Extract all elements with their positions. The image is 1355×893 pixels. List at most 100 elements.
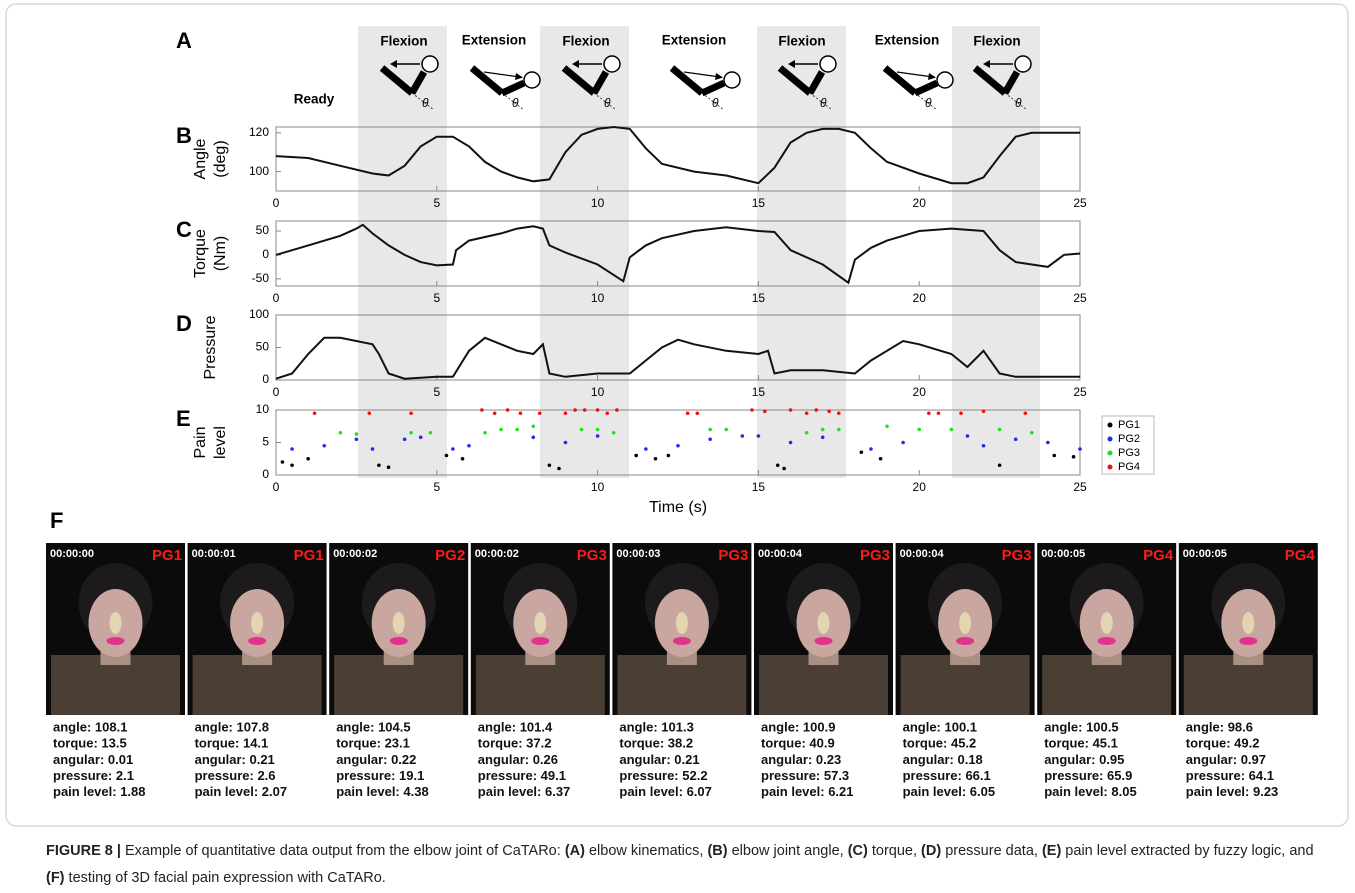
- data-point: [1023, 411, 1028, 416]
- frame-stat: angular: 0.95: [1044, 752, 1124, 767]
- force-arrow: [896, 71, 934, 78]
- mouth: [106, 637, 125, 645]
- x-tick-label: 5: [433, 385, 440, 399]
- caption-text: (F): [46, 870, 65, 886]
- nose: [251, 612, 264, 634]
- pain-group: PG3: [1002, 547, 1032, 564]
- data-point: [409, 411, 413, 416]
- x-axis-label: Time (s): [649, 499, 707, 516]
- flexion-band: [952, 26, 1040, 478]
- panel-label: B: [176, 123, 192, 148]
- frame-stat: pressure: 2.6: [195, 768, 276, 783]
- data-point: [1046, 440, 1050, 445]
- frame-stat: torque: 14.1: [195, 736, 269, 751]
- data-point: [505, 408, 510, 412]
- phase-label: Flexion: [380, 34, 427, 49]
- data-point: [936, 411, 941, 416]
- data-point: [756, 434, 761, 438]
- data-point: [483, 430, 487, 435]
- data-point: [460, 456, 465, 461]
- hand: [523, 71, 541, 89]
- data-point: [595, 408, 600, 412]
- legend-marker: [1107, 450, 1113, 456]
- data-point: [367, 411, 372, 416]
- data-point: [573, 408, 577, 412]
- pain-group: PG1: [152, 547, 182, 564]
- x-tick-label: 0: [273, 480, 280, 494]
- caption-text: FIGURE 8 |: [46, 843, 121, 859]
- data-point: [685, 411, 690, 416]
- caption-text: elbow joint angle,: [727, 843, 848, 859]
- arrow-head: [572, 60, 579, 68]
- panel-label: C: [176, 217, 192, 242]
- y-axis-label: (Nm): [212, 236, 229, 272]
- upper-arm: [469, 65, 505, 96]
- data-point: [518, 411, 523, 416]
- nose: [817, 612, 830, 634]
- frame-stat: angular: 0.18: [903, 752, 983, 767]
- frame-stat: pain level: 6.07: [619, 784, 712, 799]
- data-point: [644, 447, 648, 451]
- frame-stat: angular: 0.97: [1186, 752, 1266, 767]
- frame-stat: torque: 13.5: [53, 736, 127, 751]
- frame-stat: angular: 0.21: [195, 752, 275, 767]
- data-point: [499, 427, 503, 432]
- legend-marker: [1107, 436, 1113, 442]
- data-point: [724, 427, 729, 432]
- timestamp: 00:00:04: [758, 548, 803, 560]
- forearm: [1001, 70, 1021, 95]
- data-point: [878, 456, 883, 461]
- data-point: [531, 435, 536, 440]
- frame-stat: pain level: 8.05: [1044, 784, 1137, 799]
- phase-label: Extension: [462, 33, 527, 48]
- elbow-ref: [501, 92, 525, 111]
- caption-text: torque,: [867, 843, 922, 859]
- x-tick-label: 5: [433, 480, 440, 494]
- y-axis-label: (deg): [212, 140, 229, 177]
- nose: [675, 612, 688, 634]
- data-point: [354, 432, 359, 436]
- y-axis-label: Angle: [192, 138, 209, 179]
- x-tick-label: 15: [752, 196, 766, 210]
- video-frame: 00:00:01 PG1: [187, 543, 327, 715]
- data-point: [531, 424, 536, 429]
- x-tick-label: 15: [752, 385, 766, 399]
- x-tick-label: 0: [273, 196, 280, 210]
- mouth: [248, 637, 267, 645]
- frame-stat: torque: 37.2: [478, 736, 552, 751]
- data-point: [615, 408, 619, 412]
- x-tick-label: 10: [591, 385, 605, 399]
- upper-arm: [379, 65, 415, 96]
- arm-icon: θ: [669, 65, 741, 111]
- data-line: [275, 336, 1080, 380]
- theta: θ: [712, 96, 719, 110]
- data-point: [820, 427, 825, 432]
- y-tick-label: 50: [256, 340, 270, 354]
- legend-box: [1101, 415, 1155, 475]
- frame-stat: angle: 100.9: [761, 719, 835, 734]
- x-tick-label: 10: [591, 196, 605, 210]
- data-point: [820, 435, 825, 440]
- video-frame: 00:00:02 PG3: [470, 543, 610, 715]
- mouth: [956, 637, 975, 645]
- frame-stat: pressure: 19.1: [336, 768, 424, 783]
- frame-stat: angular: 0.21: [619, 752, 699, 767]
- forearm: [700, 79, 726, 97]
- data-point: [537, 411, 542, 416]
- x-tick-label: 10: [591, 291, 605, 305]
- data-point: [377, 463, 381, 468]
- data-point: [837, 411, 841, 416]
- frame-stat: pain level: 2.07: [195, 784, 288, 799]
- phase-label: Flexion: [778, 34, 825, 49]
- theta: θ: [820, 96, 827, 110]
- data-point: [579, 427, 584, 432]
- frame-stat: angle: 104.5: [336, 719, 410, 734]
- data-point: [859, 450, 864, 455]
- data-point: [837, 427, 841, 432]
- y-tick-label: 120: [249, 125, 269, 139]
- x-tick-label: 20: [913, 480, 927, 494]
- data-point: [563, 440, 568, 445]
- upper-arm: [669, 65, 705, 96]
- pain-group: PG4: [1143, 547, 1174, 564]
- frame-stat: angular: 0.26: [478, 752, 558, 767]
